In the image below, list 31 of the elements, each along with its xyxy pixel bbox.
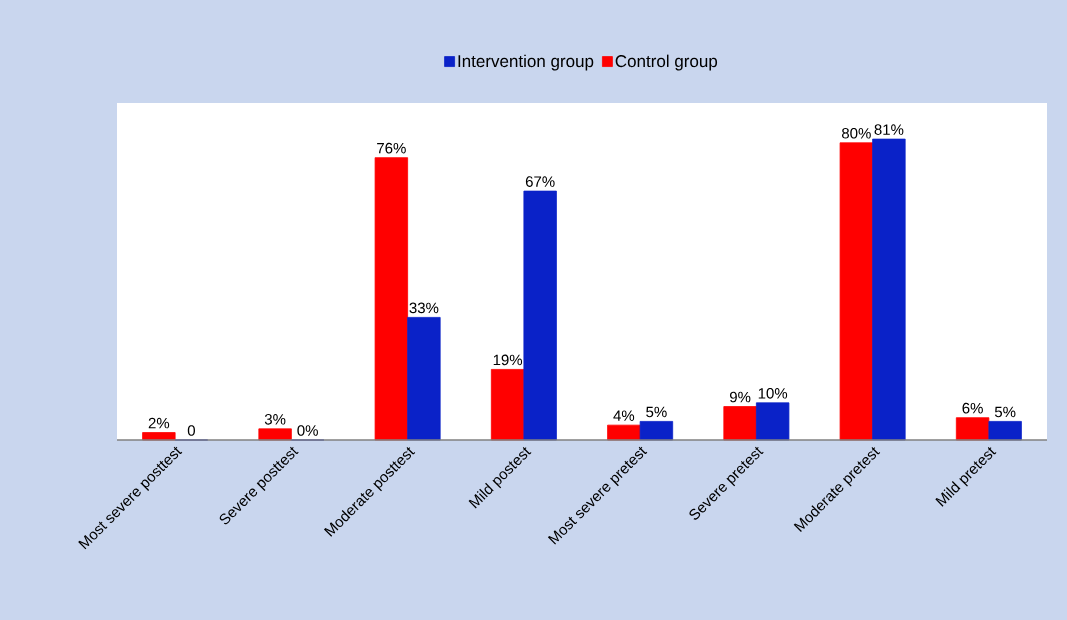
data-label: 76% — [377, 142, 406, 154]
data-label: 5% — [994, 406, 1016, 418]
bar — [407, 317, 441, 441]
bar — [374, 157, 409, 441]
data-label: 80% — [842, 127, 871, 139]
data-label: 67% — [525, 176, 555, 187]
bar — [523, 190, 557, 441]
data-label: 2% — [148, 417, 170, 429]
bar — [988, 421, 1022, 441]
bar — [490, 369, 525, 441]
bar — [258, 428, 292, 441]
bar — [872, 138, 906, 441]
data-label: 6% — [962, 402, 983, 414]
data-label: 10% — [758, 388, 788, 399]
data-label: 81% — [874, 124, 904, 135]
data-label: 5% — [646, 406, 667, 418]
data-label: 4% — [613, 410, 635, 421]
bar — [955, 417, 990, 441]
bar — [755, 402, 790, 441]
bar — [639, 421, 674, 441]
bar — [723, 406, 757, 441]
data-label: 0 — [187, 425, 195, 436]
data-label: 19% — [493, 354, 523, 366]
data-label: 33% — [409, 302, 439, 314]
data-label: 9% — [729, 391, 751, 403]
bar — [607, 424, 641, 441]
legend-label: Intervention group — [458, 54, 594, 71]
data-label: 0% — [297, 425, 318, 436]
data-label: 3% — [264, 414, 286, 425]
legend-label: Control group — [615, 54, 718, 71]
bar — [839, 142, 874, 441]
